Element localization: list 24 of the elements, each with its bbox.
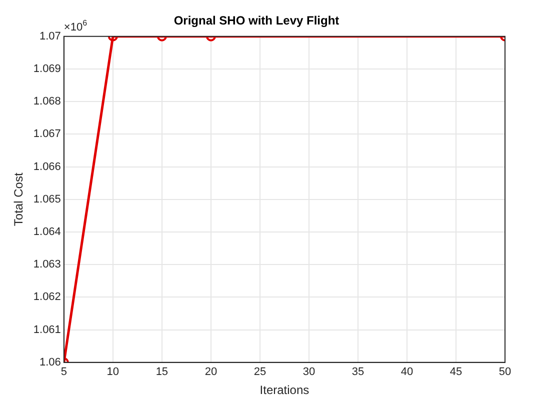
- x-tick-label: 30: [302, 366, 316, 378]
- y-tick-label: 1.064: [33, 226, 61, 238]
- x-tick-label: 10: [106, 366, 120, 378]
- chart-title: Orignal SHO with Levy Flight: [174, 14, 340, 28]
- y-tick-label: 1.068: [33, 96, 61, 108]
- y-tick-label: 1.063: [33, 258, 61, 271]
- x-tick-label: 40: [400, 366, 414, 378]
- x-tick-label: 5: [60, 366, 67, 378]
- x-tick-label: 45: [450, 366, 462, 378]
- y-tick-label: 1.061: [33, 324, 61, 336]
- x-tick-label: 25: [254, 366, 266, 378]
- y-tick-label: 1.066: [33, 160, 61, 173]
- y-axis-title: Total Cost: [12, 172, 26, 226]
- y-tick-label: 1.07: [40, 30, 61, 42]
- y-tick-label: 1.067: [33, 128, 61, 140]
- x-tick-label: 15: [156, 366, 168, 378]
- x-tick-label: 50: [498, 366, 512, 378]
- y-tick-label: 1.06: [40, 356, 61, 368]
- y-tick-label: 1.069: [33, 63, 61, 76]
- x-axis-title: Iterations: [260, 383, 310, 398]
- x-tick-label: 35: [352, 366, 364, 378]
- x-tick-label: 20: [204, 366, 218, 378]
- y-tick-label: 1.065: [33, 193, 61, 206]
- y-tick-label: 1.062: [33, 291, 61, 304]
